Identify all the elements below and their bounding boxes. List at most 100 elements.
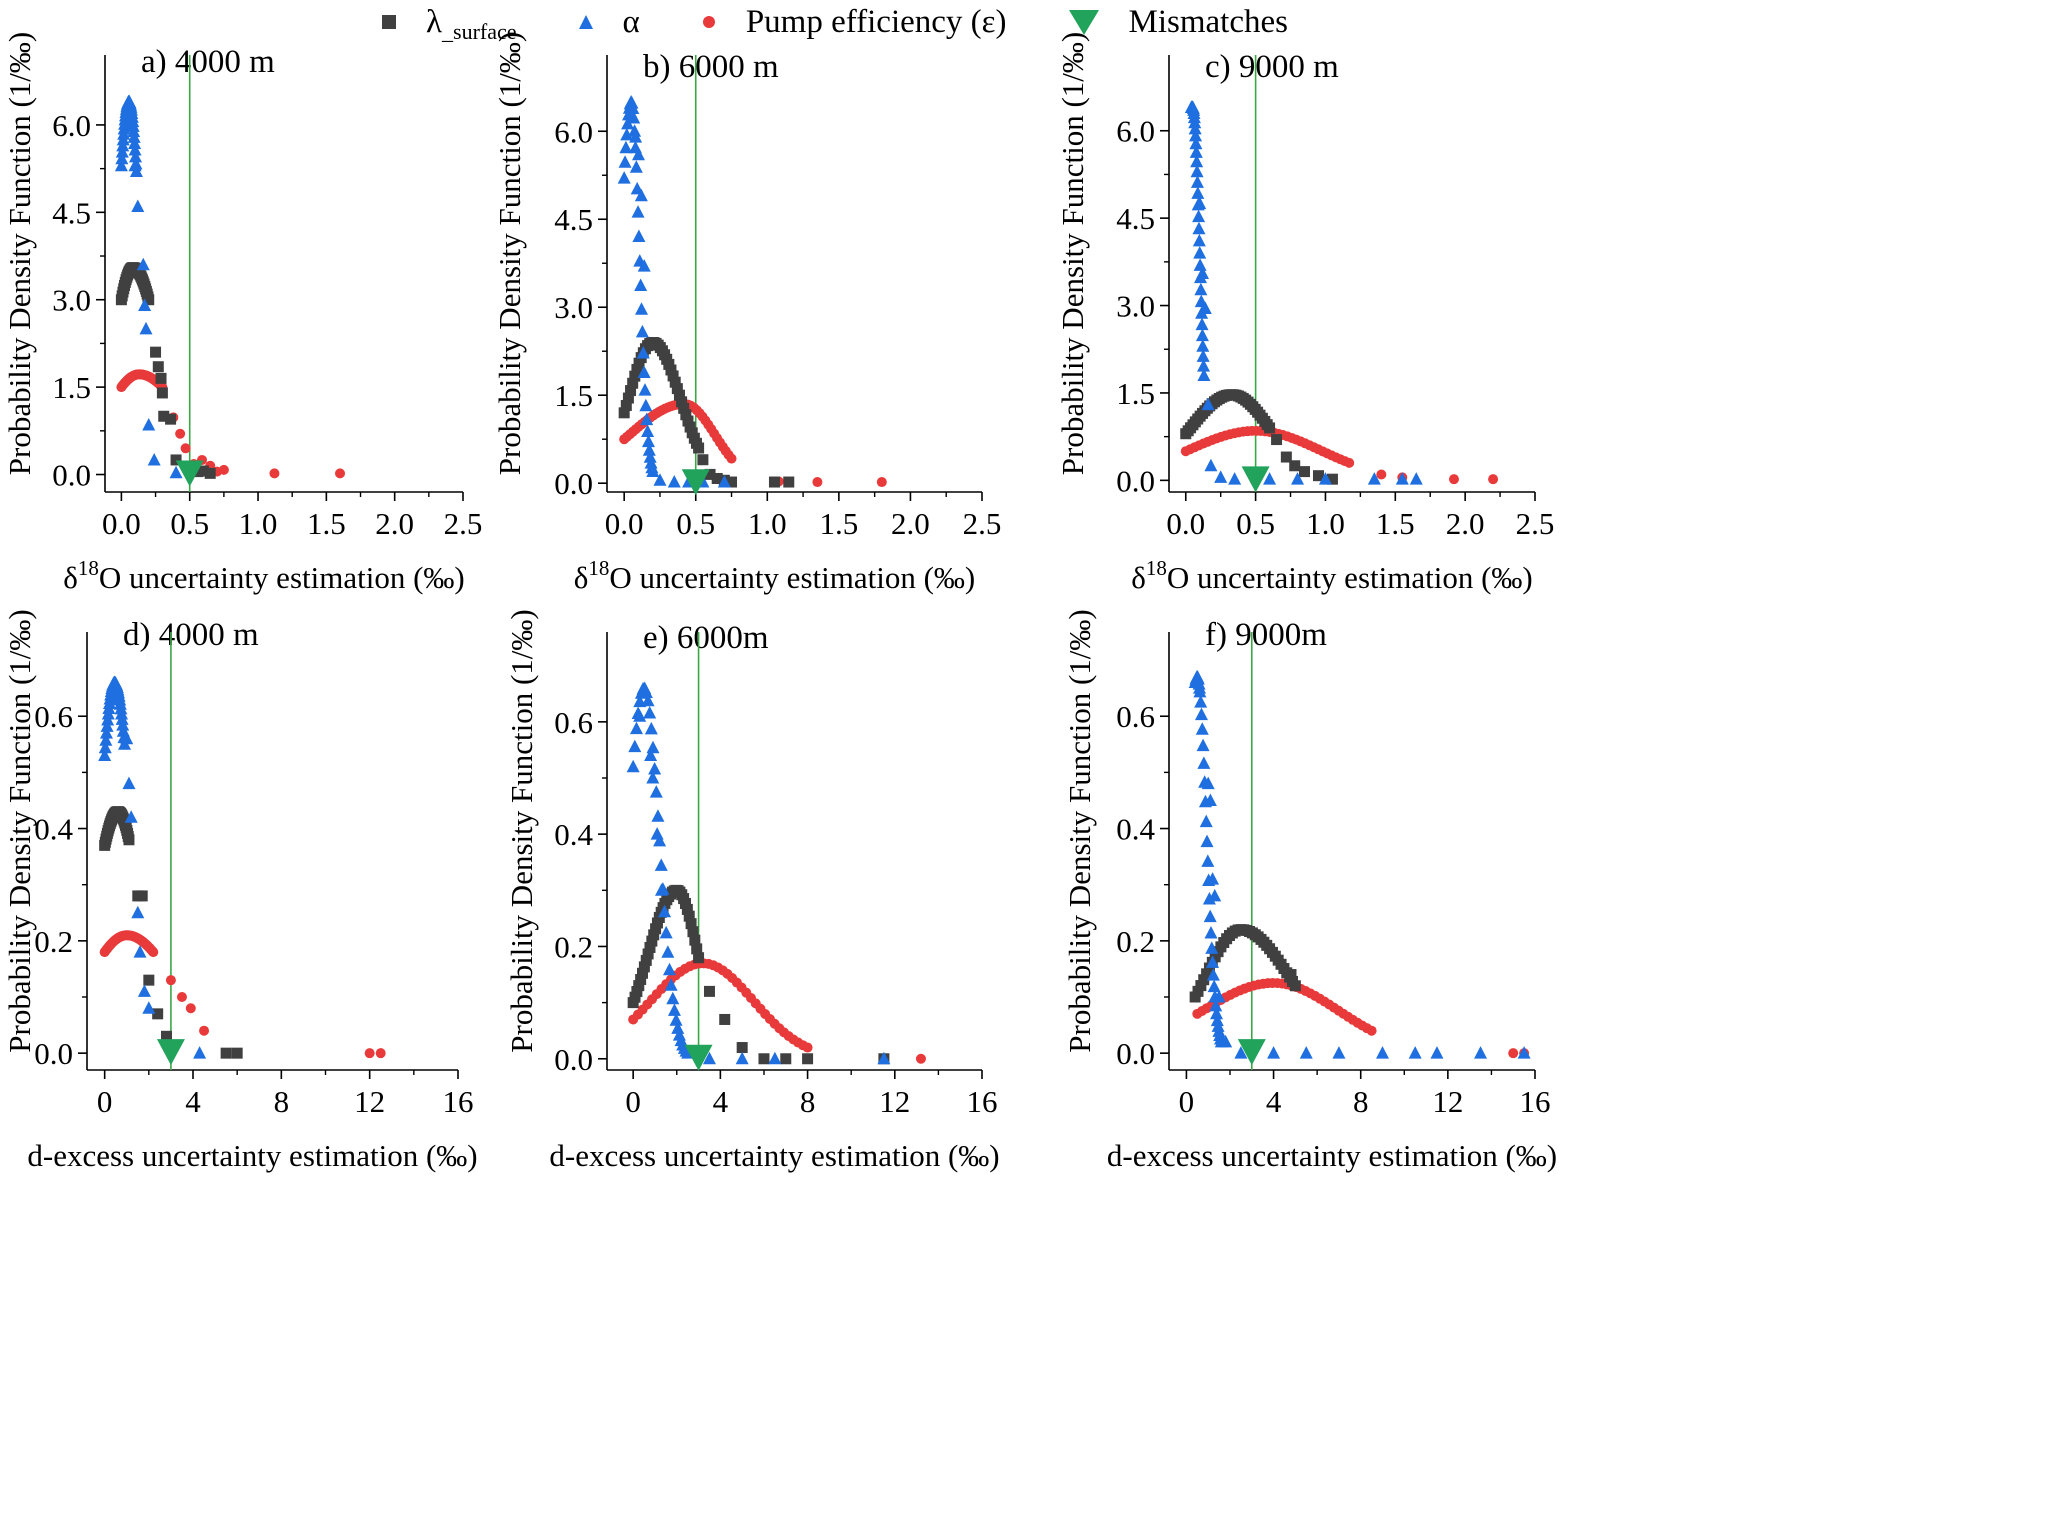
lambda-point bbox=[197, 465, 209, 477]
alpha-point bbox=[1409, 472, 1423, 485]
lambda-point bbox=[635, 974, 647, 986]
lambda-point bbox=[719, 1013, 731, 1025]
lambda-point bbox=[1280, 451, 1292, 463]
lambda-series bbox=[618, 337, 795, 488]
alpha-point bbox=[142, 1001, 156, 1014]
alpha-point bbox=[629, 721, 643, 735]
chart-title: d) 4000 m bbox=[123, 617, 259, 653]
y-tick-label: 3.0 bbox=[1116, 289, 1155, 324]
lambda-point bbox=[1271, 434, 1283, 446]
y-tick-label: 0.2 bbox=[34, 924, 73, 959]
alpha-point bbox=[658, 904, 672, 918]
alpha-point bbox=[137, 984, 151, 997]
alpha-point bbox=[1212, 990, 1226, 1003]
x-tick-label: 16 bbox=[443, 1084, 474, 1119]
alpha-point bbox=[702, 1051, 716, 1065]
y-axis-label: Probability Density Function (1/‰) bbox=[504, 609, 539, 1052]
y-axis-label: Probability Density Function (1/‰) bbox=[1062, 609, 1097, 1052]
x-tick-label: 1.5 bbox=[307, 506, 346, 541]
alpha-point bbox=[98, 748, 112, 762]
lambda-point bbox=[633, 980, 645, 992]
x-axis-label: d-excess uncertainty estimation (‰) bbox=[27, 1138, 477, 1173]
alpha-point bbox=[133, 945, 147, 958]
legend-item-lambda: λ _surface bbox=[380, 4, 517, 44]
lambda-point bbox=[1312, 470, 1324, 482]
lambda-point bbox=[156, 387, 168, 399]
alpha-point bbox=[1196, 339, 1210, 352]
lambda-point bbox=[1203, 962, 1215, 974]
pump-point bbox=[726, 453, 737, 464]
alpha-point bbox=[1234, 1046, 1248, 1059]
lambda-point bbox=[1289, 460, 1301, 472]
lambda-point bbox=[646, 935, 658, 947]
alpha-point bbox=[1193, 258, 1207, 271]
alpha-point bbox=[1190, 164, 1204, 178]
lambda-point bbox=[152, 361, 164, 373]
pump-point bbox=[1508, 1048, 1519, 1059]
alpha-point bbox=[1517, 1046, 1531, 1059]
alpha-point bbox=[115, 712, 129, 725]
lambda-point bbox=[152, 1008, 164, 1020]
alpha-point bbox=[100, 719, 114, 732]
x-tick-label: 2.0 bbox=[375, 506, 414, 541]
alpha-point bbox=[1214, 470, 1228, 483]
chart-panel-d: 0 4 8 12 16 0.0 0.2 0.4 0.6 d) 4000 m Probability … bbox=[2, 609, 478, 1173]
y-tick-label: 0.2 bbox=[1116, 924, 1155, 959]
lambda-point bbox=[1264, 422, 1276, 434]
legend-label-mismatches: Mismatches bbox=[1128, 3, 1288, 40]
alpha-point bbox=[1204, 926, 1218, 939]
alpha-point bbox=[139, 321, 153, 335]
alpha-point bbox=[1197, 756, 1211, 769]
lambda-point bbox=[768, 476, 780, 488]
y-tick-label: 0.2 bbox=[554, 929, 593, 964]
lambda-point bbox=[136, 890, 148, 902]
alpha-point bbox=[98, 740, 112, 754]
alpha-point bbox=[633, 709, 647, 722]
alpha-point bbox=[628, 739, 642, 753]
chart-title: c) 9000 m bbox=[1205, 49, 1339, 85]
pump-point bbox=[199, 1025, 210, 1036]
alpha-point bbox=[637, 259, 651, 272]
alpha-series bbox=[1184, 100, 1423, 485]
alpha-point bbox=[169, 465, 183, 479]
pump-point bbox=[876, 477, 887, 488]
lambda-point bbox=[693, 442, 705, 454]
alpha-point bbox=[1206, 968, 1220, 981]
alpha-point bbox=[1204, 458, 1218, 472]
pump-point bbox=[1448, 474, 1459, 485]
lambda-point bbox=[1195, 980, 1207, 992]
pump-point bbox=[176, 992, 187, 1002]
alpha-point bbox=[1299, 1046, 1313, 1059]
y-tick-label: 0.6 bbox=[554, 705, 593, 740]
mismatch-marker bbox=[681, 469, 710, 496]
alpha-point bbox=[1195, 317, 1209, 331]
pump-point bbox=[364, 1048, 375, 1059]
lambda-point bbox=[689, 934, 701, 946]
alpha-point bbox=[1189, 136, 1203, 150]
alpha-point bbox=[1197, 368, 1211, 381]
alpha-point bbox=[1194, 282, 1208, 296]
lambda-point bbox=[625, 385, 637, 397]
alpha-series bbox=[626, 681, 891, 1065]
x-tick-label: 0 bbox=[625, 1084, 641, 1119]
alpha-point bbox=[1195, 328, 1209, 342]
lambda-point bbox=[123, 834, 135, 846]
chart-title: f) 9000m bbox=[1205, 617, 1327, 653]
chart-title: e) 6000m bbox=[643, 620, 769, 656]
y-tick-label: 0.0 bbox=[554, 1042, 593, 1077]
alpha-point bbox=[639, 398, 653, 412]
x-tick-label: 0.0 bbox=[1166, 506, 1205, 541]
y-axis-label: Probability Density Function (1/‰) bbox=[1055, 32, 1090, 475]
alpha-point bbox=[1210, 1006, 1224, 1020]
lambda-point bbox=[1299, 466, 1311, 478]
triangle-down-marker-icon bbox=[1068, 10, 1099, 35]
lambda-series bbox=[115, 262, 216, 479]
alpha-point bbox=[768, 1051, 782, 1065]
alpha-point bbox=[115, 706, 129, 720]
pump-point bbox=[1488, 474, 1499, 485]
alpha-point bbox=[626, 759, 640, 773]
lambda-point bbox=[1326, 473, 1338, 485]
legend-item-alpha: α bbox=[577, 4, 640, 41]
lambda-point bbox=[642, 948, 654, 960]
x-tick-label: 1.0 bbox=[239, 506, 278, 541]
